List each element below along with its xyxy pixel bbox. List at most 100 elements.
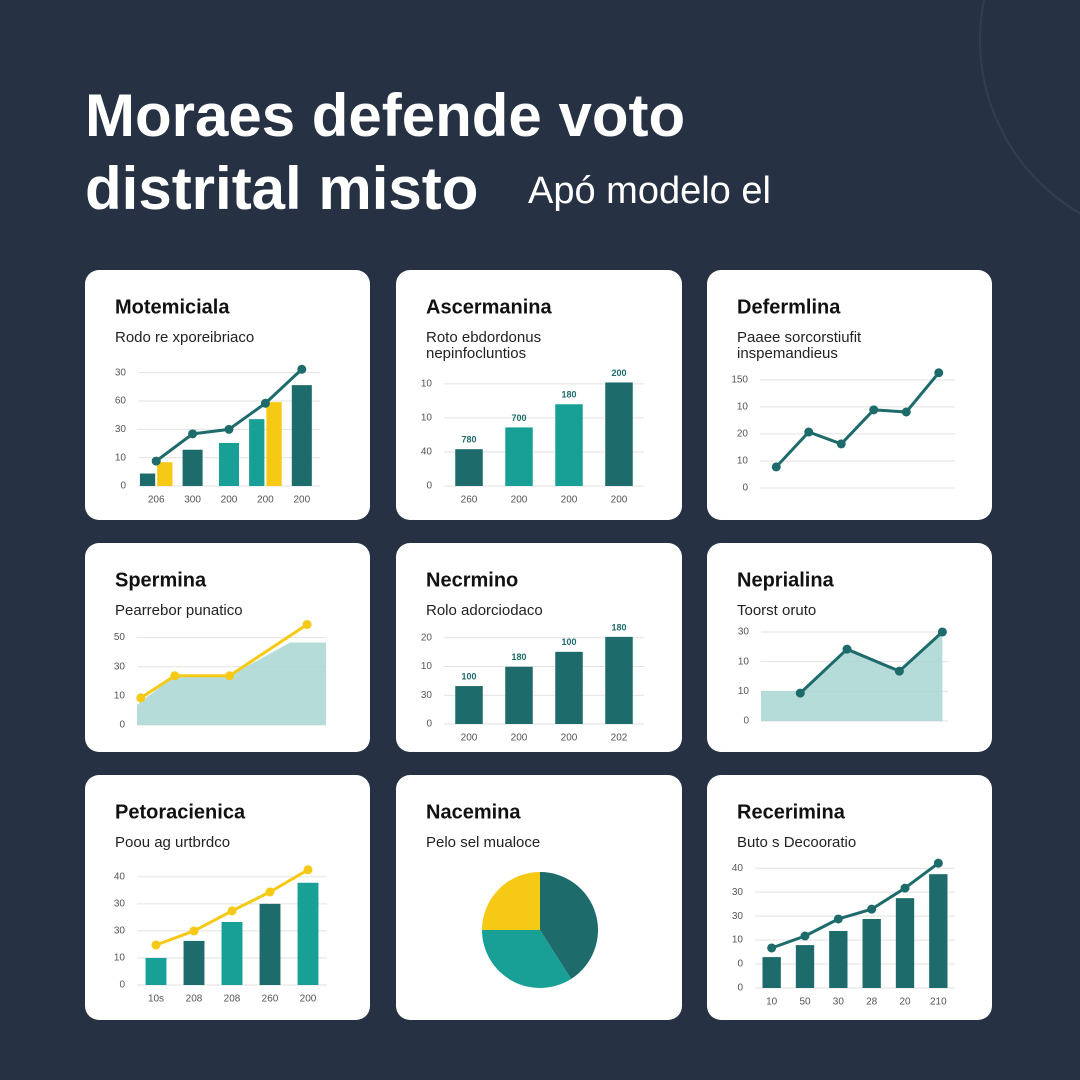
line-point bbox=[771, 462, 781, 472]
bar bbox=[455, 449, 483, 486]
x-tick-label: 260 bbox=[262, 994, 279, 1005]
card-title: Recerimina bbox=[737, 801, 846, 823]
y-tick-label: 60 bbox=[115, 396, 127, 407]
x-tick-label: 200 bbox=[611, 495, 628, 506]
bar bbox=[795, 945, 815, 988]
line-point bbox=[767, 943, 777, 953]
card-subtitle: Pelo sel mualoce bbox=[426, 834, 540, 851]
bar bbox=[505, 666, 533, 724]
x-tick-label: 208 bbox=[224, 994, 241, 1005]
value-label: 100 bbox=[461, 671, 476, 681]
card-title: Nacemina bbox=[426, 801, 521, 823]
line-point bbox=[800, 931, 810, 941]
line-point bbox=[151, 940, 161, 950]
bar bbox=[297, 882, 319, 985]
y-tick-label: 30 bbox=[115, 424, 127, 435]
x-tick-label: 200 bbox=[561, 495, 578, 506]
line-point bbox=[869, 405, 879, 415]
line-point bbox=[795, 688, 805, 698]
y-tick-label: 0 bbox=[119, 980, 125, 991]
y-tick-label: 20 bbox=[421, 632, 433, 643]
card-title: Motemiciala bbox=[115, 296, 230, 318]
line-point bbox=[894, 666, 904, 676]
bar bbox=[157, 462, 173, 486]
y-tick-label: 0 bbox=[743, 716, 749, 727]
y-tick-label: 30 bbox=[732, 887, 744, 898]
y-tick-label: 30 bbox=[421, 690, 433, 701]
bar bbox=[145, 957, 167, 985]
card-subtitle: Paaee sorcorstiufit bbox=[737, 329, 862, 346]
bar bbox=[249, 419, 265, 486]
card-subtitle: Buto s Decooratio bbox=[737, 834, 856, 851]
value-label: 200 bbox=[611, 368, 626, 378]
x-tick-label: 206 bbox=[148, 495, 165, 506]
y-tick-label: 10 bbox=[737, 402, 749, 413]
value-label: 180 bbox=[561, 390, 576, 400]
y-tick-label: 0 bbox=[426, 481, 432, 492]
value-label: 100 bbox=[561, 637, 576, 647]
y-tick-label: 0 bbox=[426, 719, 432, 730]
line-point bbox=[833, 914, 843, 924]
page-title: Moraes defende voto bbox=[85, 82, 685, 149]
line-point bbox=[842, 644, 852, 654]
area bbox=[761, 631, 943, 721]
x-tick-label: 200 bbox=[561, 733, 578, 744]
bar bbox=[182, 449, 203, 486]
page-title: distrital misto bbox=[85, 155, 478, 222]
bar bbox=[291, 385, 312, 486]
card-subtitle: Rodo re xporeibriaco bbox=[115, 329, 254, 346]
x-tick-label: 260 bbox=[461, 495, 478, 506]
x-tick-label: 200 bbox=[293, 495, 310, 506]
x-tick-label: 200 bbox=[511, 733, 528, 744]
card bbox=[707, 270, 992, 520]
card-subtitle: nepinfocluntios bbox=[426, 345, 526, 362]
y-tick-label: 30 bbox=[738, 627, 750, 638]
bar bbox=[266, 402, 282, 486]
y-tick-label: 30 bbox=[115, 367, 127, 378]
card-subtitle: Poou ag urtbrdco bbox=[115, 834, 230, 851]
decor-arc bbox=[979, 0, 1080, 215]
x-tick-label: 300 bbox=[184, 495, 201, 506]
y-tick-label: 30 bbox=[114, 926, 126, 937]
y-tick-label: 150 bbox=[731, 374, 748, 385]
line bbox=[139, 623, 308, 700]
y-tick-label: 0 bbox=[737, 983, 743, 994]
card-subtitle: Rolo adorciodaco bbox=[426, 602, 543, 619]
line bbox=[799, 630, 944, 695]
line-point bbox=[225, 671, 235, 681]
bar bbox=[605, 382, 633, 486]
y-tick-label: 0 bbox=[119, 720, 125, 731]
line-point bbox=[265, 887, 275, 897]
bar bbox=[505, 427, 533, 486]
value-label: 180 bbox=[611, 622, 626, 632]
y-tick-label: 50 bbox=[114, 632, 126, 643]
line-point bbox=[297, 364, 307, 374]
x-tick-label: 200 bbox=[511, 495, 528, 506]
y-tick-label: 30 bbox=[114, 899, 126, 910]
x-tick-label: 10s bbox=[148, 994, 164, 1005]
line bbox=[771, 861, 940, 950]
x-tick-label: 200 bbox=[257, 495, 274, 506]
pie-slice bbox=[482, 872, 540, 930]
pie-slice bbox=[540, 872, 598, 979]
line-point bbox=[901, 407, 911, 417]
card-subtitle: Toorst oruto bbox=[737, 602, 816, 619]
line-point bbox=[804, 427, 814, 437]
x-tick-label: 210 bbox=[930, 997, 947, 1008]
line-point bbox=[260, 398, 270, 408]
card-subtitle: Roto ebdordonus bbox=[426, 329, 541, 346]
y-tick-label: 30 bbox=[114, 661, 126, 672]
x-tick-label: 10 bbox=[766, 997, 778, 1008]
line-point bbox=[934, 368, 944, 378]
bar bbox=[895, 898, 915, 988]
bar bbox=[555, 404, 583, 486]
x-tick-label: 200 bbox=[461, 733, 478, 744]
line-point bbox=[136, 693, 146, 703]
x-tick-label: 208 bbox=[186, 994, 203, 1005]
y-tick-label: 10 bbox=[421, 661, 433, 672]
y-tick-label: 10 bbox=[421, 378, 433, 389]
y-tick-label: 20 bbox=[737, 429, 749, 440]
y-tick-label: 10 bbox=[737, 456, 749, 467]
